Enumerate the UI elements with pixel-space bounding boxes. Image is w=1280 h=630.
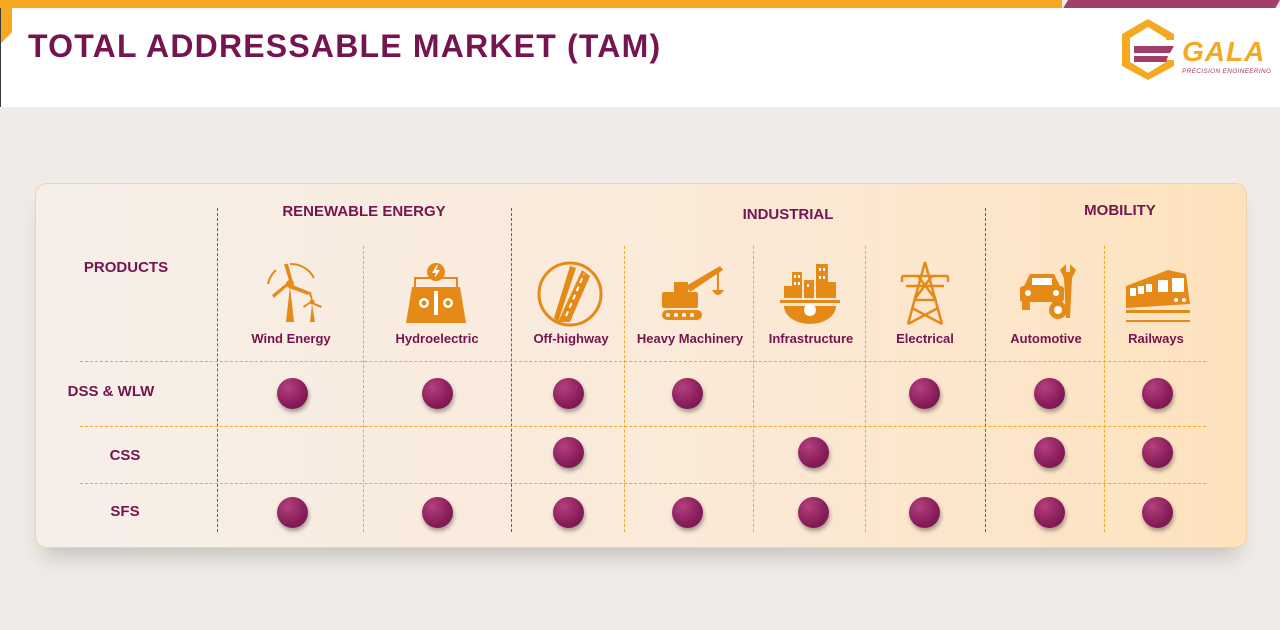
column-divider xyxy=(624,246,625,532)
products-header: PRODUCTS xyxy=(83,259,169,276)
row-divider xyxy=(80,361,1206,362)
coverage-dot xyxy=(1034,437,1065,468)
col-wind-energy: Wind Energy xyxy=(251,331,331,346)
page-title: TOTAL ADDRESSABLE MARKET (TAM) xyxy=(28,28,662,64)
top-accent-bar-purple xyxy=(1063,0,1280,8)
col-hydroelectric: Hydroelectric xyxy=(395,331,479,346)
coverage-dot xyxy=(1142,378,1173,409)
car-wrench-icon xyxy=(1020,264,1076,319)
city-gear-icon xyxy=(780,264,840,324)
column-divider xyxy=(865,246,866,532)
gala-logo-mark-icon xyxy=(1122,19,1174,80)
group-mobility: MOBILITY xyxy=(1084,202,1156,219)
coverage-dot xyxy=(1142,437,1173,468)
left-edge-line xyxy=(0,8,1,107)
coverage-dot xyxy=(672,497,703,528)
company-logo: GALA PRECISION ENGINEERING xyxy=(1118,16,1272,86)
group-renewable-energy: RENEWABLE ENERGY xyxy=(282,203,446,220)
row-css: CSS xyxy=(109,447,141,464)
row-dss-wlw: DSS & WLW xyxy=(67,383,155,400)
col-infrastructure: Infrastructure xyxy=(768,331,854,346)
coverage-dot xyxy=(798,497,829,528)
road-icon xyxy=(537,261,603,327)
column-divider xyxy=(753,246,754,532)
col-electrical: Electrical xyxy=(896,331,954,346)
coverage-dot xyxy=(909,378,940,409)
coverage-dot xyxy=(1142,497,1173,528)
coverage-dot xyxy=(277,497,308,528)
train-icon xyxy=(1126,270,1190,322)
tam-table-card xyxy=(35,183,1247,548)
col-off-highway: Off-highway xyxy=(533,331,609,346)
group-industrial: INDUSTRIAL xyxy=(742,206,834,223)
coverage-dot xyxy=(422,378,453,409)
group-divider xyxy=(217,208,218,532)
column-divider xyxy=(1104,246,1105,532)
crane-truck-icon xyxy=(662,266,724,320)
col-railways: Railways xyxy=(1128,331,1184,346)
logo-wordmark: GALA xyxy=(1182,36,1266,67)
coverage-dot xyxy=(909,497,940,528)
logo-tagline: PRECISION ENGINEERING xyxy=(1182,68,1272,75)
coverage-dot xyxy=(1034,497,1065,528)
col-automotive: Automotive xyxy=(1010,331,1082,346)
coverage-dot xyxy=(422,497,453,528)
coverage-dot xyxy=(1034,378,1065,409)
group-divider xyxy=(985,208,986,532)
coverage-dot xyxy=(553,497,584,528)
top-accent-bar xyxy=(0,0,1062,8)
corner-accent xyxy=(0,8,12,68)
row-divider xyxy=(80,483,1206,484)
power-tower-icon xyxy=(900,261,950,326)
hydro-dam-icon xyxy=(406,263,466,323)
wind-turbine-icon xyxy=(267,262,322,322)
coverage-dot xyxy=(798,437,829,468)
coverage-dot xyxy=(277,378,308,409)
col-heavy-machinery: Heavy Machinery xyxy=(636,331,744,346)
row-divider xyxy=(80,426,1206,427)
row-sfs: SFS xyxy=(110,503,140,520)
column-divider xyxy=(363,246,364,532)
group-divider xyxy=(511,208,512,532)
header xyxy=(0,8,1280,107)
coverage-dot xyxy=(672,378,703,409)
coverage-dot xyxy=(553,437,584,468)
coverage-dot xyxy=(553,378,584,409)
